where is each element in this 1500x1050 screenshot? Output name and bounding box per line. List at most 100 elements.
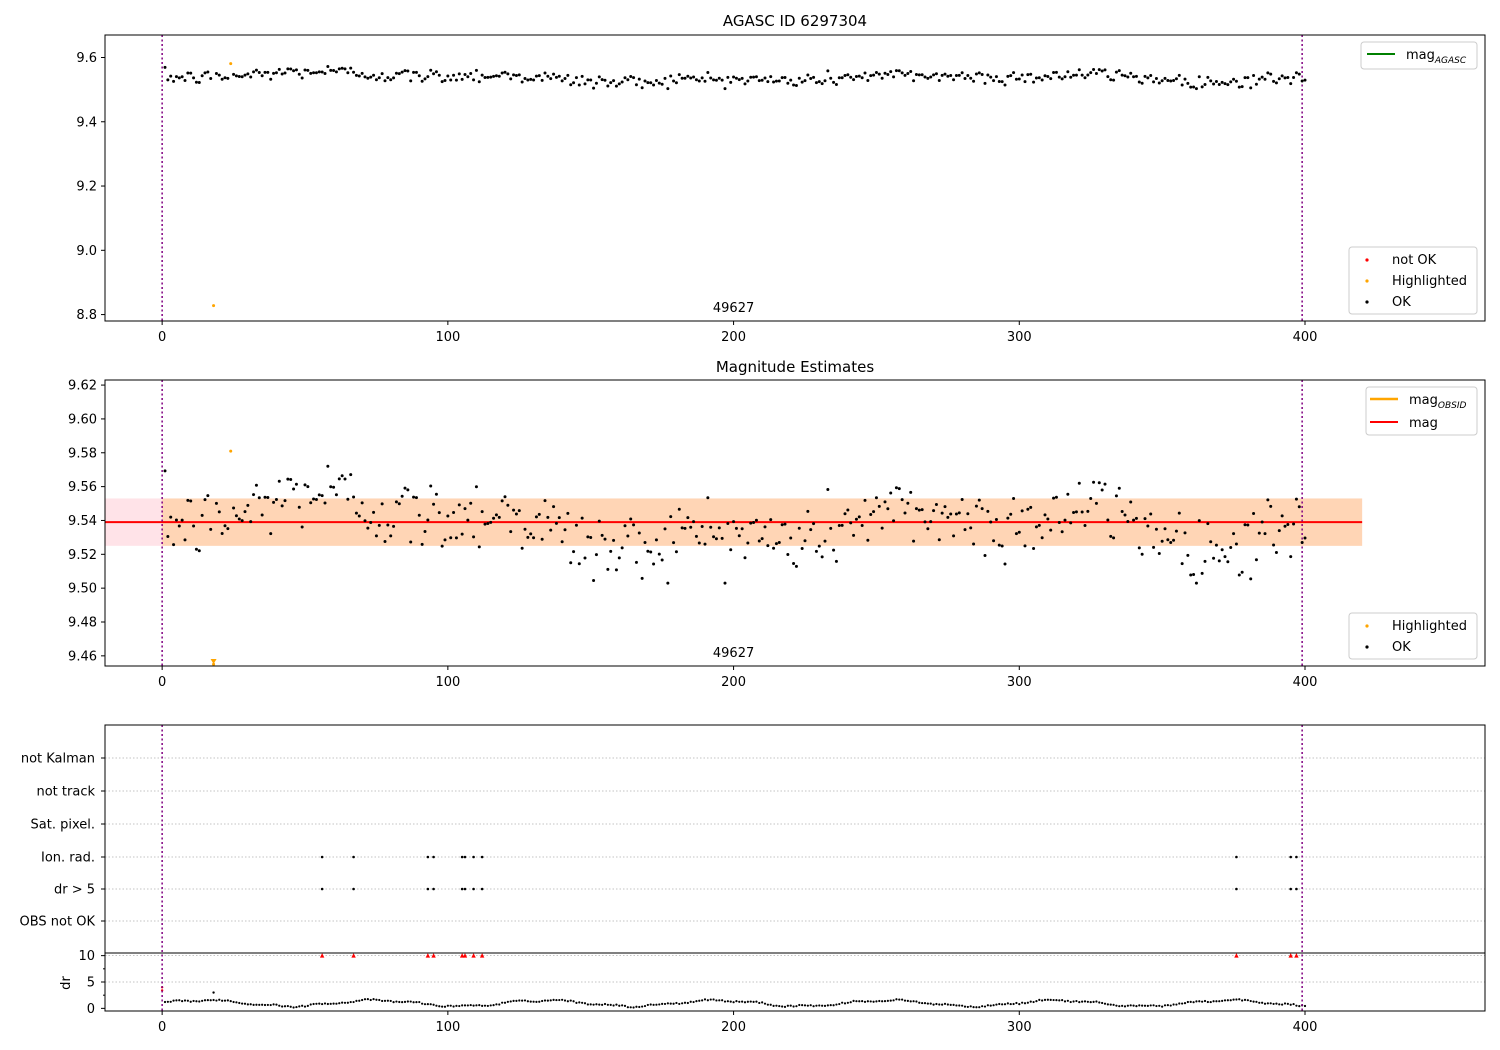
y-tick-label: 9.0 [76, 244, 97, 259]
dr-point [515, 999, 518, 1002]
data-point [289, 67, 293, 71]
data-point [649, 81, 653, 85]
data-point [777, 79, 781, 83]
dr-point [775, 1004, 778, 1007]
data-point [392, 524, 396, 528]
data-point [914, 73, 918, 77]
data-point [754, 75, 758, 79]
data-point [863, 71, 867, 75]
dr-point [721, 999, 724, 1002]
data-point [386, 76, 390, 80]
data-point [989, 75, 993, 79]
dr-point [1126, 1004, 1129, 1007]
data-point [1266, 498, 1270, 502]
dr-point [701, 999, 704, 1002]
data-point [946, 74, 950, 78]
dr-point [1021, 1001, 1024, 1004]
dr-point [589, 1003, 592, 1006]
dr-point [423, 1003, 427, 1006]
data-point [854, 517, 858, 521]
data-point [863, 498, 867, 502]
x-axis: 0 100 200 300 400 [158, 321, 1317, 345]
data-point [749, 75, 753, 79]
dr-point [389, 999, 392, 1003]
dr-point [1032, 1000, 1035, 1004]
dr-point [566, 1000, 569, 1003]
data-point [1183, 77, 1187, 81]
x-tick-label: 200 [721, 330, 746, 345]
dr-point [1112, 1003, 1115, 1006]
data-point [1026, 507, 1030, 511]
data-point [583, 82, 587, 86]
data-point [1260, 75, 1264, 79]
data-point [623, 524, 627, 528]
dr-point [1206, 1000, 1209, 1004]
dr-point [649, 1003, 652, 1006]
dr-point [943, 1002, 947, 1005]
data-point [912, 539, 916, 543]
dr-point [1146, 1004, 1149, 1007]
data-point [700, 76, 704, 80]
data-point [1049, 77, 1053, 81]
data-point [172, 543, 176, 547]
data-point [1254, 558, 1258, 562]
data-point [606, 84, 610, 88]
data-point [600, 78, 604, 82]
data-point [317, 493, 321, 497]
dr-point [778, 1004, 781, 1008]
data-point [1069, 75, 1073, 79]
data-point [834, 559, 838, 563]
data-point [512, 508, 516, 512]
data-point [414, 496, 418, 500]
data-point [257, 70, 261, 74]
data-point [1014, 532, 1018, 536]
data-point [1137, 546, 1141, 550]
dr-point [603, 1002, 607, 1006]
data-point [420, 542, 424, 546]
dr-point [269, 1003, 272, 1007]
dr-point [729, 1000, 732, 1003]
dr-point [806, 1004, 809, 1007]
data-point [1040, 78, 1044, 82]
data-point [189, 499, 193, 503]
x-tick-label: 400 [1293, 1020, 1318, 1035]
data-point [852, 78, 856, 82]
data-point [1212, 556, 1216, 560]
dr-point [541, 999, 544, 1003]
dr-point [703, 998, 707, 1001]
data-point [594, 81, 598, 85]
dr-outlier-marker [462, 953, 468, 958]
data-point [669, 515, 673, 519]
flag-point [472, 887, 475, 891]
data-point [1283, 524, 1287, 528]
dr-point [326, 1002, 329, 1006]
data-point [640, 86, 644, 90]
y-axis: 9.46 9.48 9.50 9.52 9.54 9.56 9.58 9.60 9.62 [68, 379, 105, 664]
data-point [1154, 527, 1158, 531]
dr-point [1212, 1000, 1215, 1003]
data-point [646, 81, 650, 85]
dr-point [272, 1003, 275, 1006]
data-point [217, 510, 221, 514]
dr-outlier-marker [1294, 953, 1299, 958]
data-point [234, 514, 238, 518]
data-point [817, 544, 821, 548]
data-point [377, 523, 381, 527]
flag-point [1295, 855, 1298, 859]
data-point [277, 67, 281, 71]
dr-point [789, 1004, 792, 1007]
data-point [1026, 73, 1030, 77]
dr-point [495, 1003, 498, 1006]
data-point [626, 78, 630, 82]
dr-point [1086, 1000, 1089, 1003]
dr-point [361, 998, 364, 1002]
data-point [652, 83, 656, 87]
dr-point [829, 1004, 832, 1007]
dr-point [1175, 1003, 1178, 1006]
data-point [346, 71, 350, 75]
data-point [709, 525, 713, 529]
data-point [969, 526, 973, 530]
data-point [600, 533, 604, 537]
legend-points: not OK Highlighted OK [1348, 246, 1478, 315]
